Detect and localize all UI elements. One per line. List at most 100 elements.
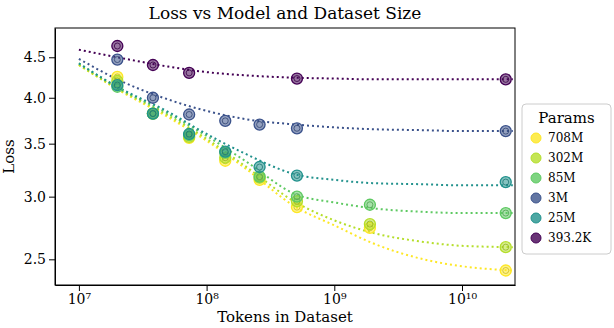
point-ring bbox=[367, 221, 373, 227]
x-tick-label: 10⁸ bbox=[195, 291, 219, 307]
point-ring bbox=[503, 267, 509, 273]
point-ring bbox=[222, 149, 228, 155]
fit-line bbox=[79, 63, 513, 185]
series-points bbox=[112, 81, 511, 218]
point-group bbox=[147, 108, 158, 119]
y-tick-mark bbox=[49, 259, 55, 260]
series-points bbox=[112, 75, 511, 252]
point bbox=[147, 59, 158, 70]
point bbox=[500, 242, 511, 253]
point-ring bbox=[114, 43, 120, 49]
point bbox=[220, 115, 231, 126]
point-group bbox=[291, 170, 302, 181]
point bbox=[147, 108, 158, 119]
point bbox=[147, 108, 158, 119]
point-ring bbox=[222, 118, 228, 124]
point bbox=[184, 128, 195, 139]
point-group bbox=[112, 80, 123, 91]
point-ring bbox=[186, 70, 192, 76]
plot-area bbox=[79, 41, 513, 276]
point-group bbox=[220, 115, 231, 126]
point-ring bbox=[503, 179, 509, 185]
y-tick-label: 3.0 bbox=[24, 189, 46, 205]
point bbox=[112, 41, 123, 52]
chart: Loss vs Model and Dataset Size10⁷10⁸10⁹1… bbox=[0, 0, 614, 328]
point-group bbox=[220, 146, 231, 157]
point-group bbox=[364, 199, 375, 210]
legend-box bbox=[522, 104, 611, 254]
legend-swatch bbox=[531, 133, 541, 143]
series-points bbox=[112, 41, 511, 85]
point-group bbox=[147, 108, 158, 119]
legend-label: 25M bbox=[548, 211, 576, 225]
y-tick: 3.0 bbox=[24, 189, 55, 205]
chart-title: Loss vs Model and Dataset Size bbox=[149, 3, 422, 23]
legend-swatch bbox=[531, 173, 541, 183]
point-group bbox=[254, 119, 265, 130]
point bbox=[291, 123, 302, 134]
y-tick-mark bbox=[49, 98, 55, 99]
point-group bbox=[500, 74, 511, 85]
legend-swatch bbox=[531, 213, 541, 223]
y-tick-label: 3.5 bbox=[24, 136, 46, 152]
point bbox=[147, 108, 158, 119]
point bbox=[220, 146, 231, 157]
legend: Params708M302M85M3M25M393.2K bbox=[522, 104, 611, 254]
point bbox=[112, 80, 123, 91]
plot-frame bbox=[55, 28, 515, 285]
point-ring bbox=[503, 76, 509, 82]
point-group bbox=[500, 242, 511, 253]
y-tick-label: 2.5 bbox=[24, 251, 46, 267]
point-group bbox=[184, 109, 195, 120]
y-tick: 4.5 bbox=[24, 49, 55, 65]
point-ring bbox=[367, 202, 373, 208]
point bbox=[147, 92, 158, 103]
point-group bbox=[291, 191, 302, 202]
point-group bbox=[364, 219, 375, 230]
point bbox=[500, 208, 511, 219]
point-ring bbox=[294, 125, 300, 131]
point bbox=[500, 177, 511, 188]
point bbox=[500, 265, 511, 276]
fit-line bbox=[79, 65, 513, 247]
legend-label: 3M bbox=[548, 191, 568, 205]
y-tick: 3.5 bbox=[24, 136, 55, 152]
point bbox=[500, 126, 511, 137]
y-tick: 4.0 bbox=[24, 90, 55, 106]
point-ring bbox=[186, 131, 192, 137]
y-tick-label: 4.0 bbox=[24, 90, 46, 106]
point-group bbox=[291, 123, 302, 134]
point-ring bbox=[294, 173, 300, 179]
point-ring bbox=[150, 62, 156, 68]
point bbox=[184, 109, 195, 120]
point-group bbox=[147, 108, 158, 119]
legend-label: 708M bbox=[548, 131, 583, 145]
legend-label: 302M bbox=[548, 151, 583, 165]
point-ring bbox=[294, 76, 300, 82]
point-group bbox=[112, 41, 123, 52]
legend-label: 393.2K bbox=[548, 231, 592, 245]
legend-swatch bbox=[531, 153, 541, 163]
y-tick-mark bbox=[49, 144, 55, 145]
point bbox=[364, 219, 375, 230]
point bbox=[291, 191, 302, 202]
point bbox=[291, 73, 302, 84]
fit-line bbox=[79, 65, 513, 270]
point-group bbox=[500, 208, 511, 219]
point-ring bbox=[186, 111, 192, 117]
y-tick-mark bbox=[49, 197, 55, 198]
point-group bbox=[147, 92, 158, 103]
point bbox=[184, 129, 195, 140]
point-group bbox=[254, 162, 265, 173]
point bbox=[147, 108, 158, 119]
point-group bbox=[112, 54, 123, 65]
series-points bbox=[112, 71, 511, 276]
point-ring bbox=[114, 57, 120, 63]
x-tick-label: 10⁷ bbox=[68, 291, 92, 307]
series-points bbox=[112, 80, 511, 188]
point bbox=[254, 119, 265, 130]
point bbox=[364, 199, 375, 210]
x-tick: 10⁷ bbox=[68, 285, 92, 307]
x-tick-label: 10⁹ bbox=[323, 291, 347, 307]
y-axis: 2.5 3.0 3.5 4.0 4.5 bbox=[24, 29, 56, 286]
